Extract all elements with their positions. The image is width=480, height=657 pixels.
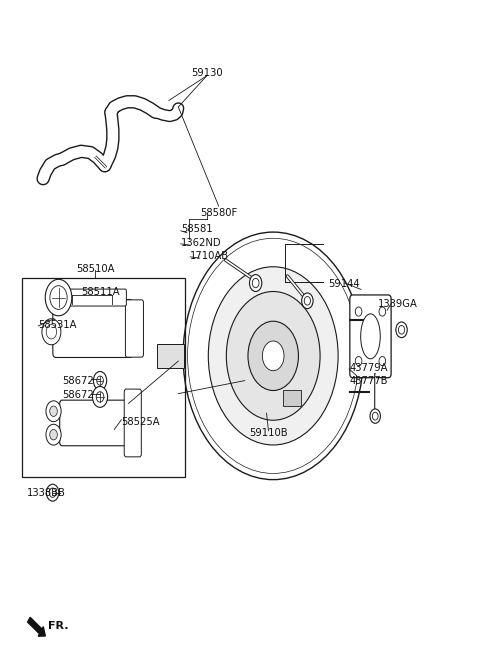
- FancyBboxPatch shape: [60, 289, 126, 306]
- Circle shape: [46, 401, 61, 422]
- Circle shape: [379, 307, 385, 316]
- Text: 58580F: 58580F: [200, 208, 237, 217]
- Text: 1339GA: 1339GA: [378, 299, 418, 309]
- Text: FR.: FR.: [48, 622, 68, 631]
- Bar: [157, 344, 184, 367]
- Circle shape: [208, 267, 338, 445]
- FancyBboxPatch shape: [53, 300, 133, 357]
- Text: 58510A: 58510A: [76, 263, 115, 273]
- Text: 59130: 59130: [191, 68, 223, 78]
- Circle shape: [50, 430, 57, 440]
- Circle shape: [301, 293, 313, 309]
- Bar: [283, 390, 301, 406]
- Circle shape: [379, 357, 385, 366]
- Circle shape: [248, 321, 299, 390]
- FancyArrow shape: [28, 618, 45, 636]
- FancyBboxPatch shape: [350, 295, 391, 378]
- Text: 43779A: 43779A: [349, 363, 388, 373]
- Text: 58525A: 58525A: [121, 417, 160, 426]
- Bar: [22, 278, 185, 477]
- Circle shape: [42, 319, 61, 345]
- FancyBboxPatch shape: [125, 300, 144, 357]
- Text: 43777B: 43777B: [349, 376, 388, 386]
- Circle shape: [47, 484, 59, 501]
- Text: 58511A: 58511A: [81, 287, 120, 297]
- Circle shape: [94, 371, 107, 390]
- Circle shape: [396, 322, 407, 338]
- Circle shape: [370, 409, 381, 423]
- FancyBboxPatch shape: [124, 389, 141, 457]
- Circle shape: [45, 279, 72, 316]
- Circle shape: [183, 232, 363, 480]
- Text: 1710AB: 1710AB: [190, 250, 229, 261]
- Circle shape: [46, 424, 61, 445]
- FancyBboxPatch shape: [60, 400, 131, 445]
- Text: 58672: 58672: [62, 376, 94, 386]
- Text: 59144: 59144: [329, 279, 360, 289]
- Ellipse shape: [360, 314, 380, 359]
- Circle shape: [355, 307, 362, 316]
- Circle shape: [263, 341, 284, 371]
- Circle shape: [250, 275, 262, 292]
- Circle shape: [50, 406, 57, 417]
- Circle shape: [93, 386, 108, 407]
- Circle shape: [227, 292, 320, 420]
- Text: 58531A: 58531A: [38, 319, 77, 330]
- Text: 58581: 58581: [180, 225, 212, 235]
- Text: 1362ND: 1362ND: [180, 238, 221, 248]
- Text: 1338BB: 1338BB: [26, 487, 65, 497]
- Circle shape: [355, 357, 362, 366]
- Text: 59110B: 59110B: [249, 428, 288, 438]
- Text: 58672: 58672: [62, 390, 94, 400]
